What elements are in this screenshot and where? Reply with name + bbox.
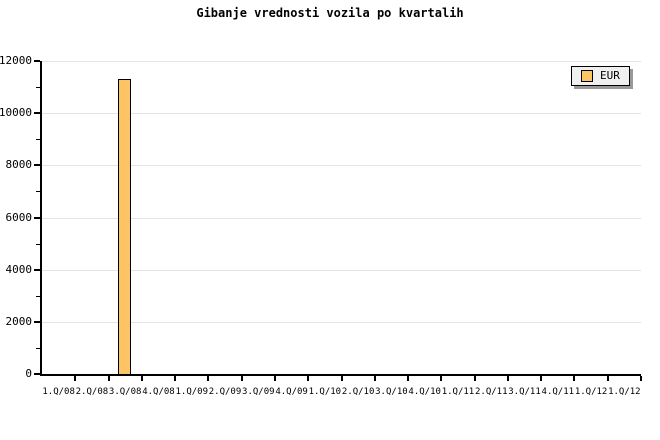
x-tick-label: 3.Q/11 [508,387,541,397]
x-tick-label: 4.Q/11 [541,387,575,397]
x-tick-label: 4.Q/08 [142,387,175,397]
x-tick-label: 3.Q/08 [108,387,142,397]
y-axis-line [40,61,42,376]
x-tick [606,376,609,381]
x-tick [307,376,310,381]
gridline [42,269,641,271]
y-tick-label: 12000 [0,54,32,67]
x-axis-line [40,374,641,376]
x-tick [273,376,276,381]
x-tick-label: 2.Q/10 [341,387,375,397]
x-tick [174,376,177,381]
x-tick [540,376,543,381]
gridline [42,321,641,323]
gridline [42,217,641,219]
chart-title: Gibanje vrednosti vozila po kvartalih [196,6,464,20]
x-tick [573,376,576,381]
y-minor-tick [36,87,40,89]
x-tick [506,376,509,381]
y-minor-tick [36,347,40,349]
x-tick [240,376,243,381]
x-tick [407,376,410,381]
x-tick-label: 1.Q/12 [574,387,608,397]
x-tick [373,376,376,381]
y-minor-tick [36,139,40,141]
x-tick [473,376,476,381]
legend-swatch-icon [581,70,593,82]
gridline [42,61,641,62]
y-major-tick [34,373,40,375]
x-tick-label: 4.Q/10 [408,387,441,397]
y-tick-label: 8000 [5,158,33,172]
y-tick-label: 0 [25,367,32,380]
x-tick [140,376,143,381]
gridline [42,113,641,115]
y-major-tick [34,164,40,167]
x-tick [207,376,210,381]
y-minor-tick [36,243,40,245]
x-tick-label: 3.Q/10 [375,387,408,397]
legend: EUR [571,66,630,86]
x-tick-label: 1.Q/09 [175,387,208,397]
x-tick-label: 2.Q/11 [474,387,508,397]
x-tick [640,376,642,381]
y-tick-label: 4000 [5,262,33,276]
x-tick-label: 1.Q/11 [441,387,475,397]
x-tick-label: 4.Q/09 [275,387,308,397]
y-major-tick [34,112,40,115]
x-tick [440,376,443,381]
y-tick-label: 6000 [5,210,33,224]
y-tick-label: 10000 [0,106,32,120]
x-tick [107,376,110,381]
x-tick-label: 1.Q/08 [42,387,75,397]
y-major-tick [34,268,40,271]
x-tick [74,376,77,381]
x-tick [340,376,343,381]
x-tick-label: 1.Q/12 [608,387,641,397]
y-minor-tick [36,191,40,193]
x-tick-label: 1.Q/10 [308,387,342,397]
y-minor-tick [36,295,40,297]
legend-label: EUR [600,69,620,82]
y-major-tick [34,60,40,62]
plot-area: 0 2000 4000 6000 8000 10000 12000 1.Q/08 2.Q/08 3… [0,55,642,397]
y-major-tick [34,320,40,323]
x-tick-label: 3.Q/09 [242,387,275,397]
x-tick-label: 2.Q/09 [208,387,242,397]
y-tick-label: 2000 [5,314,33,328]
bar [117,79,131,374]
y-major-tick [34,216,40,219]
x-tick-label: 2.Q/08 [75,387,109,397]
gridline [42,165,641,167]
